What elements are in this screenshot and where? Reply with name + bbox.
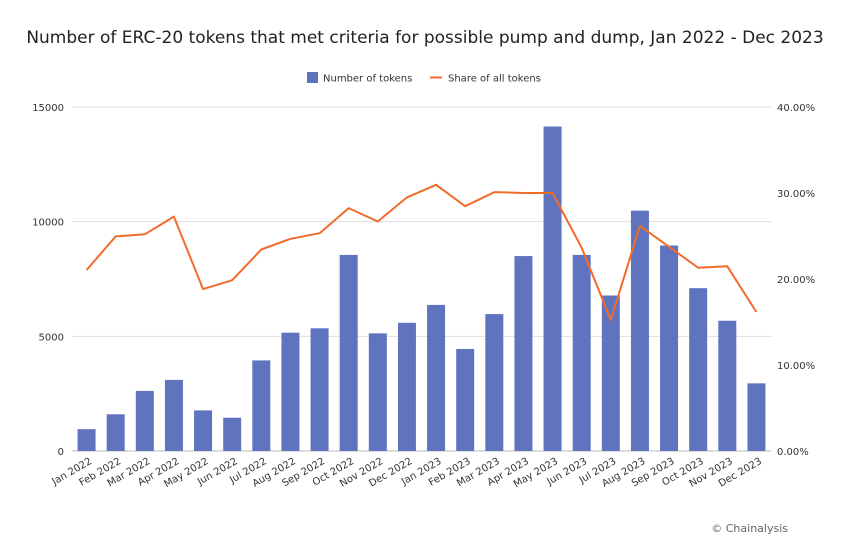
bar-aug-2023 bbox=[630, 210, 649, 451]
legend: Number of tokens Share of all tokens bbox=[307, 72, 541, 85]
bar-dec-2022 bbox=[397, 322, 416, 451]
left-tick-label: 10000 bbox=[32, 218, 64, 229]
bar-mar-2022 bbox=[135, 390, 154, 451]
left-axis: 0 5000 10000 15000 bbox=[32, 103, 64, 458]
bar-feb-2023 bbox=[456, 348, 475, 451]
credit-text: © Chainalysis bbox=[711, 522, 788, 535]
bar-sep-2023 bbox=[660, 245, 679, 451]
bar-may-2022 bbox=[194, 410, 213, 451]
bar-nov-2023 bbox=[718, 320, 737, 451]
left-tick-label: 0 bbox=[58, 447, 64, 458]
legend-label-line: Share of all tokens bbox=[448, 74, 541, 85]
right-axis: 0.00% 10.00% 20.00% 30.00% 40.00% bbox=[777, 103, 815, 458]
bar-jul-2022 bbox=[252, 360, 271, 451]
legend-swatch-bars bbox=[307, 72, 318, 83]
right-tick-label: 10.00% bbox=[777, 361, 815, 372]
bar-jun-2023 bbox=[572, 254, 591, 451]
bar-dec-2023 bbox=[747, 383, 766, 451]
share-line-series bbox=[85, 183, 758, 321]
bars bbox=[77, 126, 766, 451]
left-tick-label: 15000 bbox=[32, 103, 64, 114]
right-tick-label: 40.00% bbox=[777, 103, 815, 114]
bar-oct-2023 bbox=[689, 288, 708, 451]
bar-jan-2023 bbox=[427, 304, 446, 451]
legend-label-bars: Number of tokens bbox=[323, 74, 412, 85]
bar-oct-2022 bbox=[339, 254, 358, 451]
bar-jan-2022 bbox=[77, 429, 96, 451]
bar-jul-2023 bbox=[601, 295, 620, 451]
bar-feb-2022 bbox=[106, 414, 125, 451]
share-line bbox=[85, 183, 758, 321]
bar-aug-2022 bbox=[281, 332, 300, 451]
bar-apr-2023 bbox=[514, 256, 533, 451]
bar-sep-2022 bbox=[310, 328, 329, 451]
gridlines bbox=[72, 106, 771, 452]
right-tick-label: 30.00% bbox=[777, 189, 815, 200]
left-tick-label: 5000 bbox=[39, 332, 64, 343]
bar-may-2023 bbox=[543, 126, 562, 451]
bar-jun-2022 bbox=[223, 417, 242, 451]
chart-title: Number of ERC-20 tokens that met criteri… bbox=[26, 28, 824, 48]
right-tick-label: 0.00% bbox=[777, 447, 809, 458]
bar-apr-2022 bbox=[164, 379, 183, 451]
bar-mar-2023 bbox=[485, 314, 504, 451]
bar-nov-2022 bbox=[368, 333, 387, 451]
right-tick-label: 20.00% bbox=[777, 275, 815, 286]
